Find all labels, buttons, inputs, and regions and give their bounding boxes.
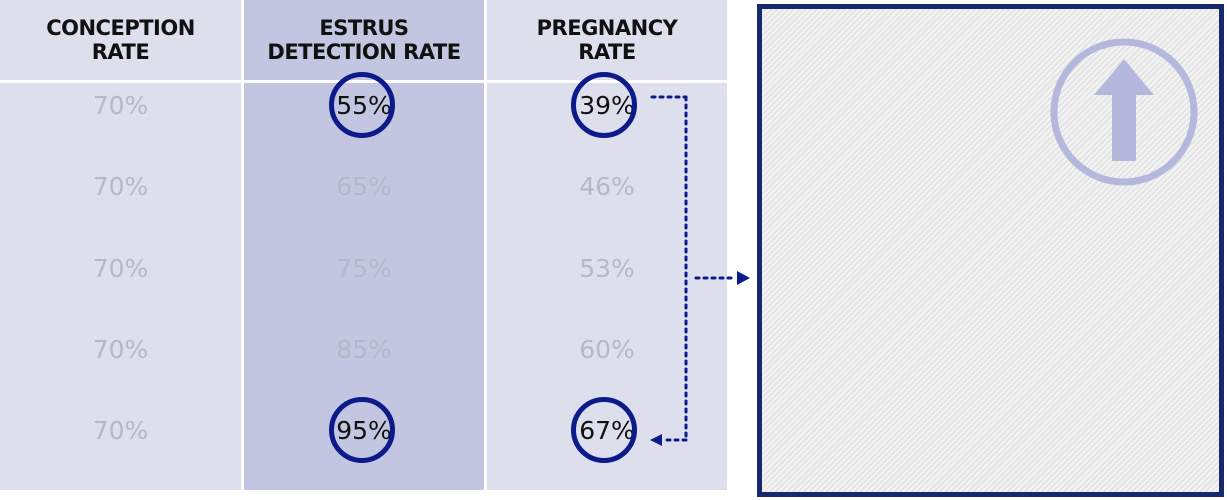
arrowhead-left-icon <box>650 434 662 446</box>
highlight-ring <box>571 397 637 463</box>
highlight-ring <box>329 72 395 138</box>
highlight-ring <box>329 397 395 463</box>
conception-rate-cell: 70% <box>92 90 149 120</box>
estrus-detection-rate-cell: 65% <box>336 171 392 201</box>
pregnancy-rate-cell: 60% <box>579 334 635 364</box>
conception-rate-cell: 70% <box>92 253 149 283</box>
pregnancy-rate-cell: 53% <box>579 253 635 283</box>
conception-rate-cell: 70% <box>92 171 149 201</box>
pregnancy-rate-cell: 46% <box>579 171 635 201</box>
estrus-detection-rate-cell: 85% <box>336 334 392 364</box>
arrowhead-right-icon <box>737 271 750 285</box>
estrus-detection-rate-cell: 75% <box>336 253 392 283</box>
estrus-detection-rate-header: ESTRUS DETECTION RATE <box>244 0 484 80</box>
conception-rate-header: CONCEPTION RATE <box>0 0 241 80</box>
dotted-connector <box>650 95 750 446</box>
estrus-detection-rate-column: ESTRUS DETECTION RATE 55% 65% 75% 85% 95… <box>244 0 484 490</box>
conception-rate-column: CONCEPTION RATE 70% 70% 70% 70% 70% <box>0 0 241 490</box>
pregnancy-rate-header: PREGNANCY RATE <box>487 0 727 80</box>
result-panel <box>757 4 1224 497</box>
conception-rate-cell: 70% <box>92 415 149 445</box>
up-arrow-circle-icon <box>1050 38 1198 186</box>
conception-rate-cell: 70% <box>92 334 149 364</box>
highlight-ring <box>571 72 637 138</box>
